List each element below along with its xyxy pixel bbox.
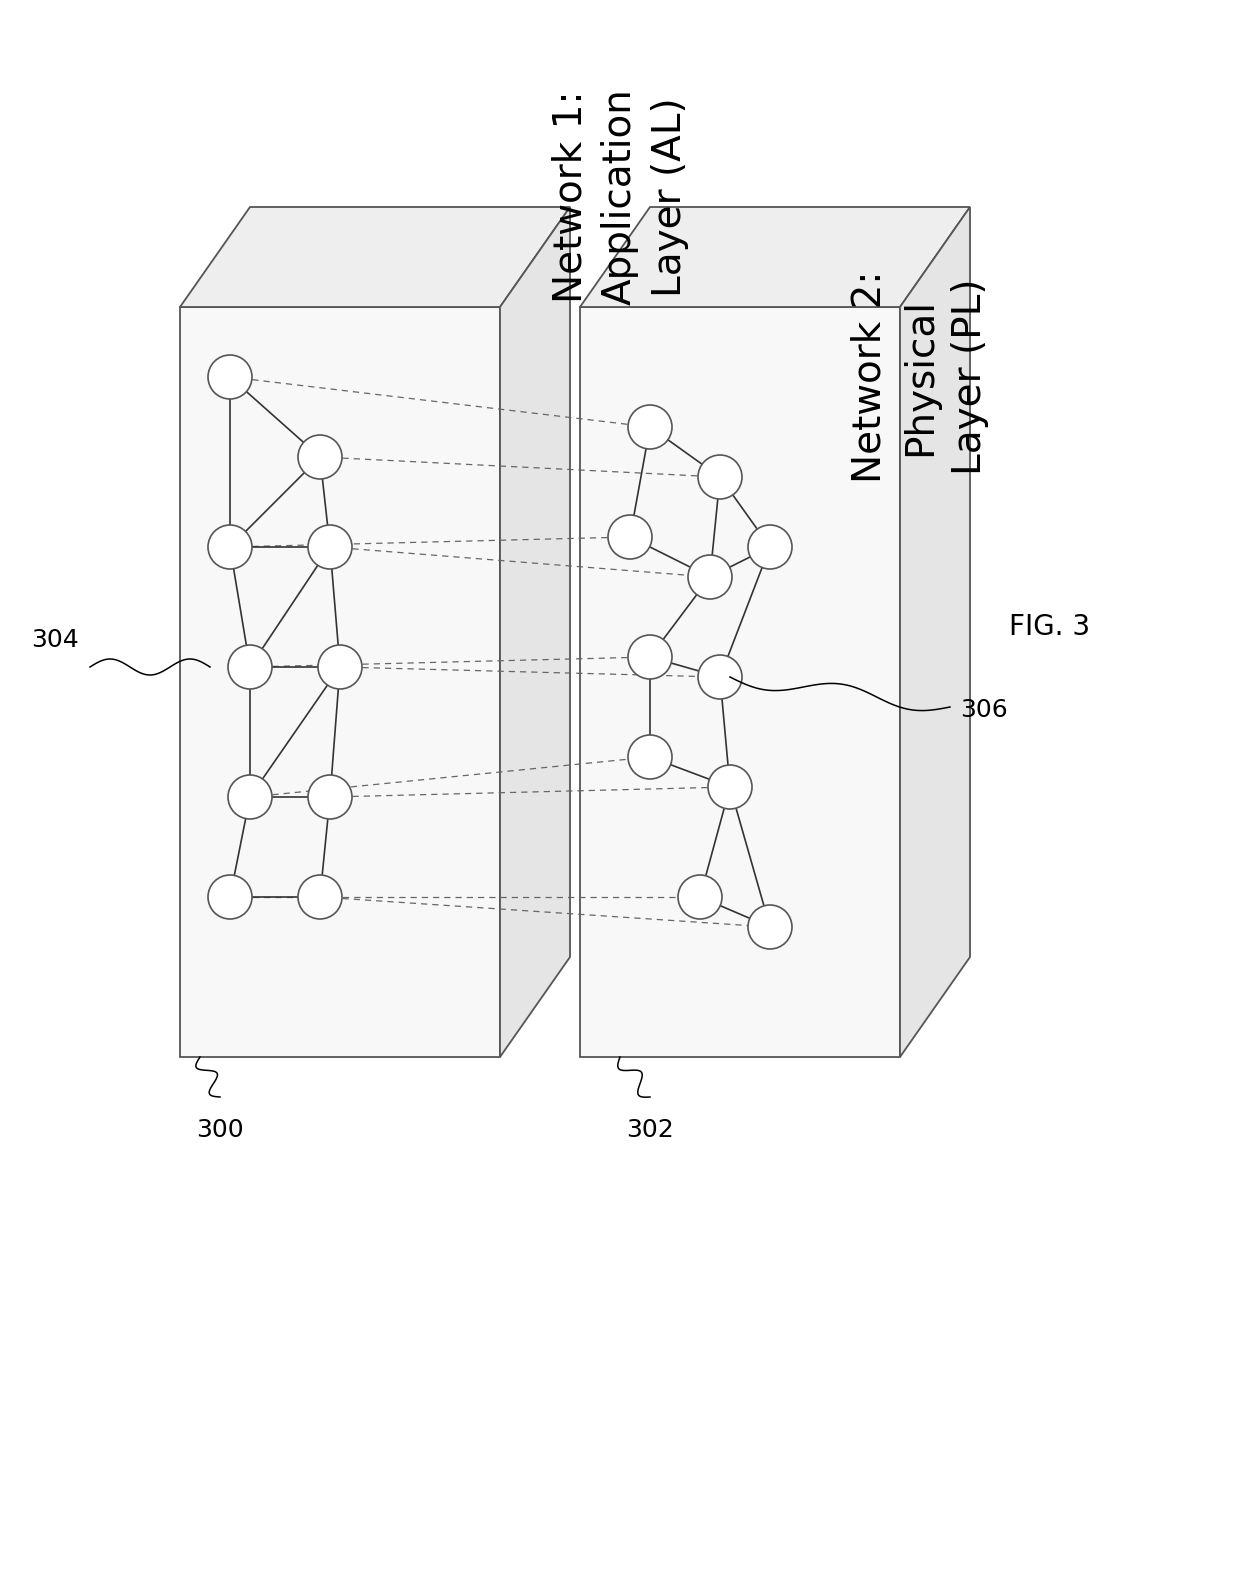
- Polygon shape: [180, 207, 570, 308]
- Circle shape: [608, 516, 652, 558]
- Circle shape: [627, 735, 672, 779]
- Circle shape: [748, 525, 792, 569]
- Circle shape: [308, 774, 352, 818]
- Circle shape: [298, 875, 342, 919]
- Circle shape: [748, 905, 792, 949]
- Polygon shape: [900, 207, 970, 1057]
- Circle shape: [298, 435, 342, 479]
- Text: 302: 302: [626, 1118, 673, 1142]
- Text: Network 1:
Application
Layer (AL): Network 1: Application Layer (AL): [551, 88, 689, 306]
- Circle shape: [627, 405, 672, 449]
- Circle shape: [688, 555, 732, 599]
- Circle shape: [208, 875, 252, 919]
- Circle shape: [627, 636, 672, 680]
- Polygon shape: [180, 308, 500, 1057]
- Circle shape: [228, 645, 272, 689]
- Circle shape: [208, 355, 252, 399]
- Circle shape: [698, 654, 742, 699]
- Circle shape: [708, 765, 751, 809]
- Text: Network 2:
Physical
Layer (PL): Network 2: Physical Layer (PL): [851, 271, 990, 483]
- Polygon shape: [500, 207, 570, 1057]
- Text: 306: 306: [960, 699, 1008, 722]
- Circle shape: [678, 875, 722, 919]
- Polygon shape: [580, 308, 900, 1057]
- Circle shape: [208, 525, 252, 569]
- Circle shape: [317, 645, 362, 689]
- Text: 300: 300: [196, 1118, 244, 1142]
- Text: 304: 304: [31, 628, 79, 651]
- Circle shape: [228, 774, 272, 818]
- Circle shape: [698, 456, 742, 498]
- Polygon shape: [580, 207, 970, 308]
- Text: FIG. 3: FIG. 3: [1009, 613, 1090, 640]
- Circle shape: [308, 525, 352, 569]
